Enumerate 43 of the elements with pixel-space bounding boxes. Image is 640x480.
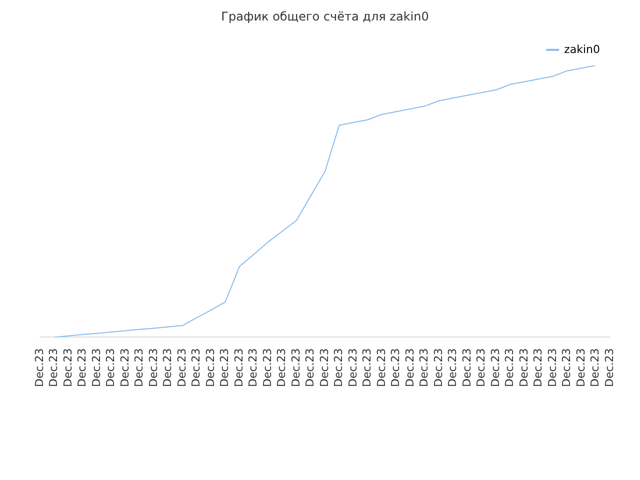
x-tick-label: Dec.23 [574,348,588,387]
x-tick-label: Dec.23 [146,348,160,387]
x-tick-label: Dec.23 [104,348,118,387]
x-tick-label: Dec.23 [432,348,445,387]
x-tick-label: Dec.23 [374,348,388,387]
x-tick-label: Dec.23 [289,348,302,387]
x-tick-label: Dec.23 [161,348,174,387]
x-tick-label: Dec.23 [488,348,502,387]
x-tick-label: Dec.23 [532,348,545,387]
x-tick-label: Dec.23 [275,348,288,387]
x-tick-label: Dec.23 [389,348,402,387]
x-tick-label: Dec.23 [260,348,274,387]
x-tick-label: Dec.23 [175,348,188,387]
x-tick-label: Dec.23 [246,348,260,387]
x-tick-label: Dec.23 [32,348,46,387]
x-tick-label: Dec.23 [360,348,374,387]
x-tick-label: Dec.23 [588,348,602,387]
x-tick-label: Dec.23 [517,348,530,387]
x-tick-label: Dec.23 [118,348,132,387]
x-tick-label: Dec.23 [346,348,360,387]
x-tick-label: Dec.23 [47,348,60,387]
x-tick-label: Dec.23 [204,348,217,387]
x-tick-label: Dec.23 [418,348,431,387]
x-tick-label: Dec.23 [460,348,474,387]
x-tick-label: Dec.23 [332,348,346,387]
x-tick-label: Dec.23 [602,348,616,387]
x-tick-label: Dec.23 [90,348,103,387]
x-tick-label: Dec.23 [76,348,89,387]
legend-label: zakin0 [564,42,600,56]
x-tick-label: Dec.23 [546,348,559,387]
x-tick-label: Dec.23 [132,348,146,387]
x-tick-label: Dec.23 [190,348,203,387]
x-tick-label: Dec.23 [474,348,488,387]
x-tick-label: Dec.23 [232,348,246,387]
x-tick-label: Dec.23 [304,348,317,387]
x-tick-label: Dec.23 [318,348,331,387]
x-tick-label: Dec.23 [503,348,516,387]
x-tick-label: Dec.23 [61,348,74,387]
x-tick-label: Dec.23 [446,348,460,387]
x-tick-label: Dec.23 [560,348,574,387]
x-tick-label: Dec.23 [218,348,232,387]
x-tick-label: Dec.23 [403,348,416,387]
chart-title: График общего счёта для zakin0 [221,9,429,24]
